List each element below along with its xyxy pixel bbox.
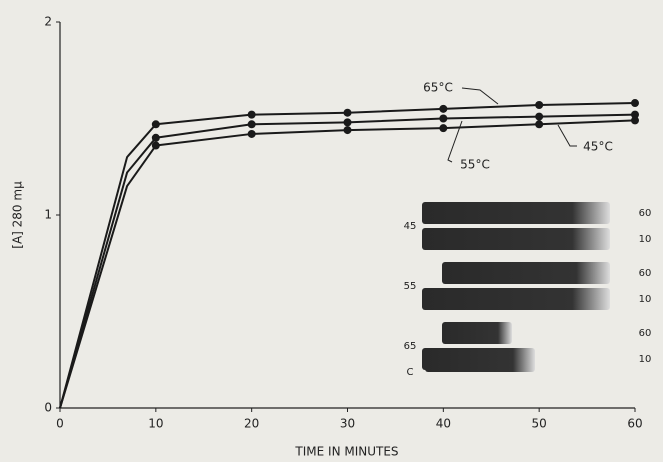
x-tick-label: 10 — [148, 417, 163, 431]
annotation: 65°C — [423, 81, 453, 95]
gel-group-label: C — [407, 367, 414, 378]
point — [344, 118, 352, 126]
x-tick-label: 40 — [436, 417, 451, 431]
point — [248, 130, 256, 138]
chart: TIME IN MINUTES [A] 280 mμ 65°C 55°C 45°… — [0, 0, 663, 462]
gel-band — [442, 322, 512, 344]
point — [344, 126, 352, 134]
x-tick-label: 60 — [627, 417, 642, 431]
x-tick-label: 20 — [244, 417, 259, 431]
gel-band — [422, 288, 610, 310]
x-axis-label: TIME IN MINUTES — [294, 445, 398, 459]
gel-band — [422, 228, 610, 250]
point — [152, 134, 160, 142]
gel-time-label: 60 — [639, 328, 652, 339]
point — [535, 113, 543, 121]
point — [248, 120, 256, 128]
point — [439, 124, 447, 132]
x-tick-label: 50 — [532, 417, 547, 431]
point — [152, 120, 160, 128]
point — [439, 115, 447, 123]
point — [535, 120, 543, 128]
gel-band — [442, 262, 610, 284]
point — [248, 111, 256, 119]
x-tick-label: 30 — [340, 417, 355, 431]
point — [631, 116, 639, 124]
point — [439, 105, 447, 113]
gel-band — [422, 202, 610, 224]
gel-group-label: 45 — [404, 221, 417, 232]
point — [631, 99, 639, 107]
point — [344, 109, 352, 117]
gel-time-label: 10 — [639, 234, 652, 245]
gel-group-label: 65 — [404, 341, 417, 352]
point — [535, 101, 543, 109]
point — [152, 142, 160, 150]
gel-band — [425, 348, 535, 372]
gel-time-label: 60 — [639, 268, 652, 279]
y-tick-label: 2 — [44, 15, 52, 29]
x-tick-label: 0 — [56, 417, 64, 431]
y-axis-label: [A] 280 mμ — [11, 181, 25, 249]
annotation: 55°C — [460, 158, 490, 172]
y-tick-label: 1 — [44, 208, 52, 222]
annotation: 45°C — [583, 140, 613, 154]
gel-time-label: 10 — [639, 294, 652, 305]
y-tick-label: 0 — [44, 401, 52, 415]
gel-time-label: 10 — [639, 354, 652, 365]
gel-time-label: 60 — [639, 208, 652, 219]
gel-group-label: 55 — [404, 281, 417, 292]
